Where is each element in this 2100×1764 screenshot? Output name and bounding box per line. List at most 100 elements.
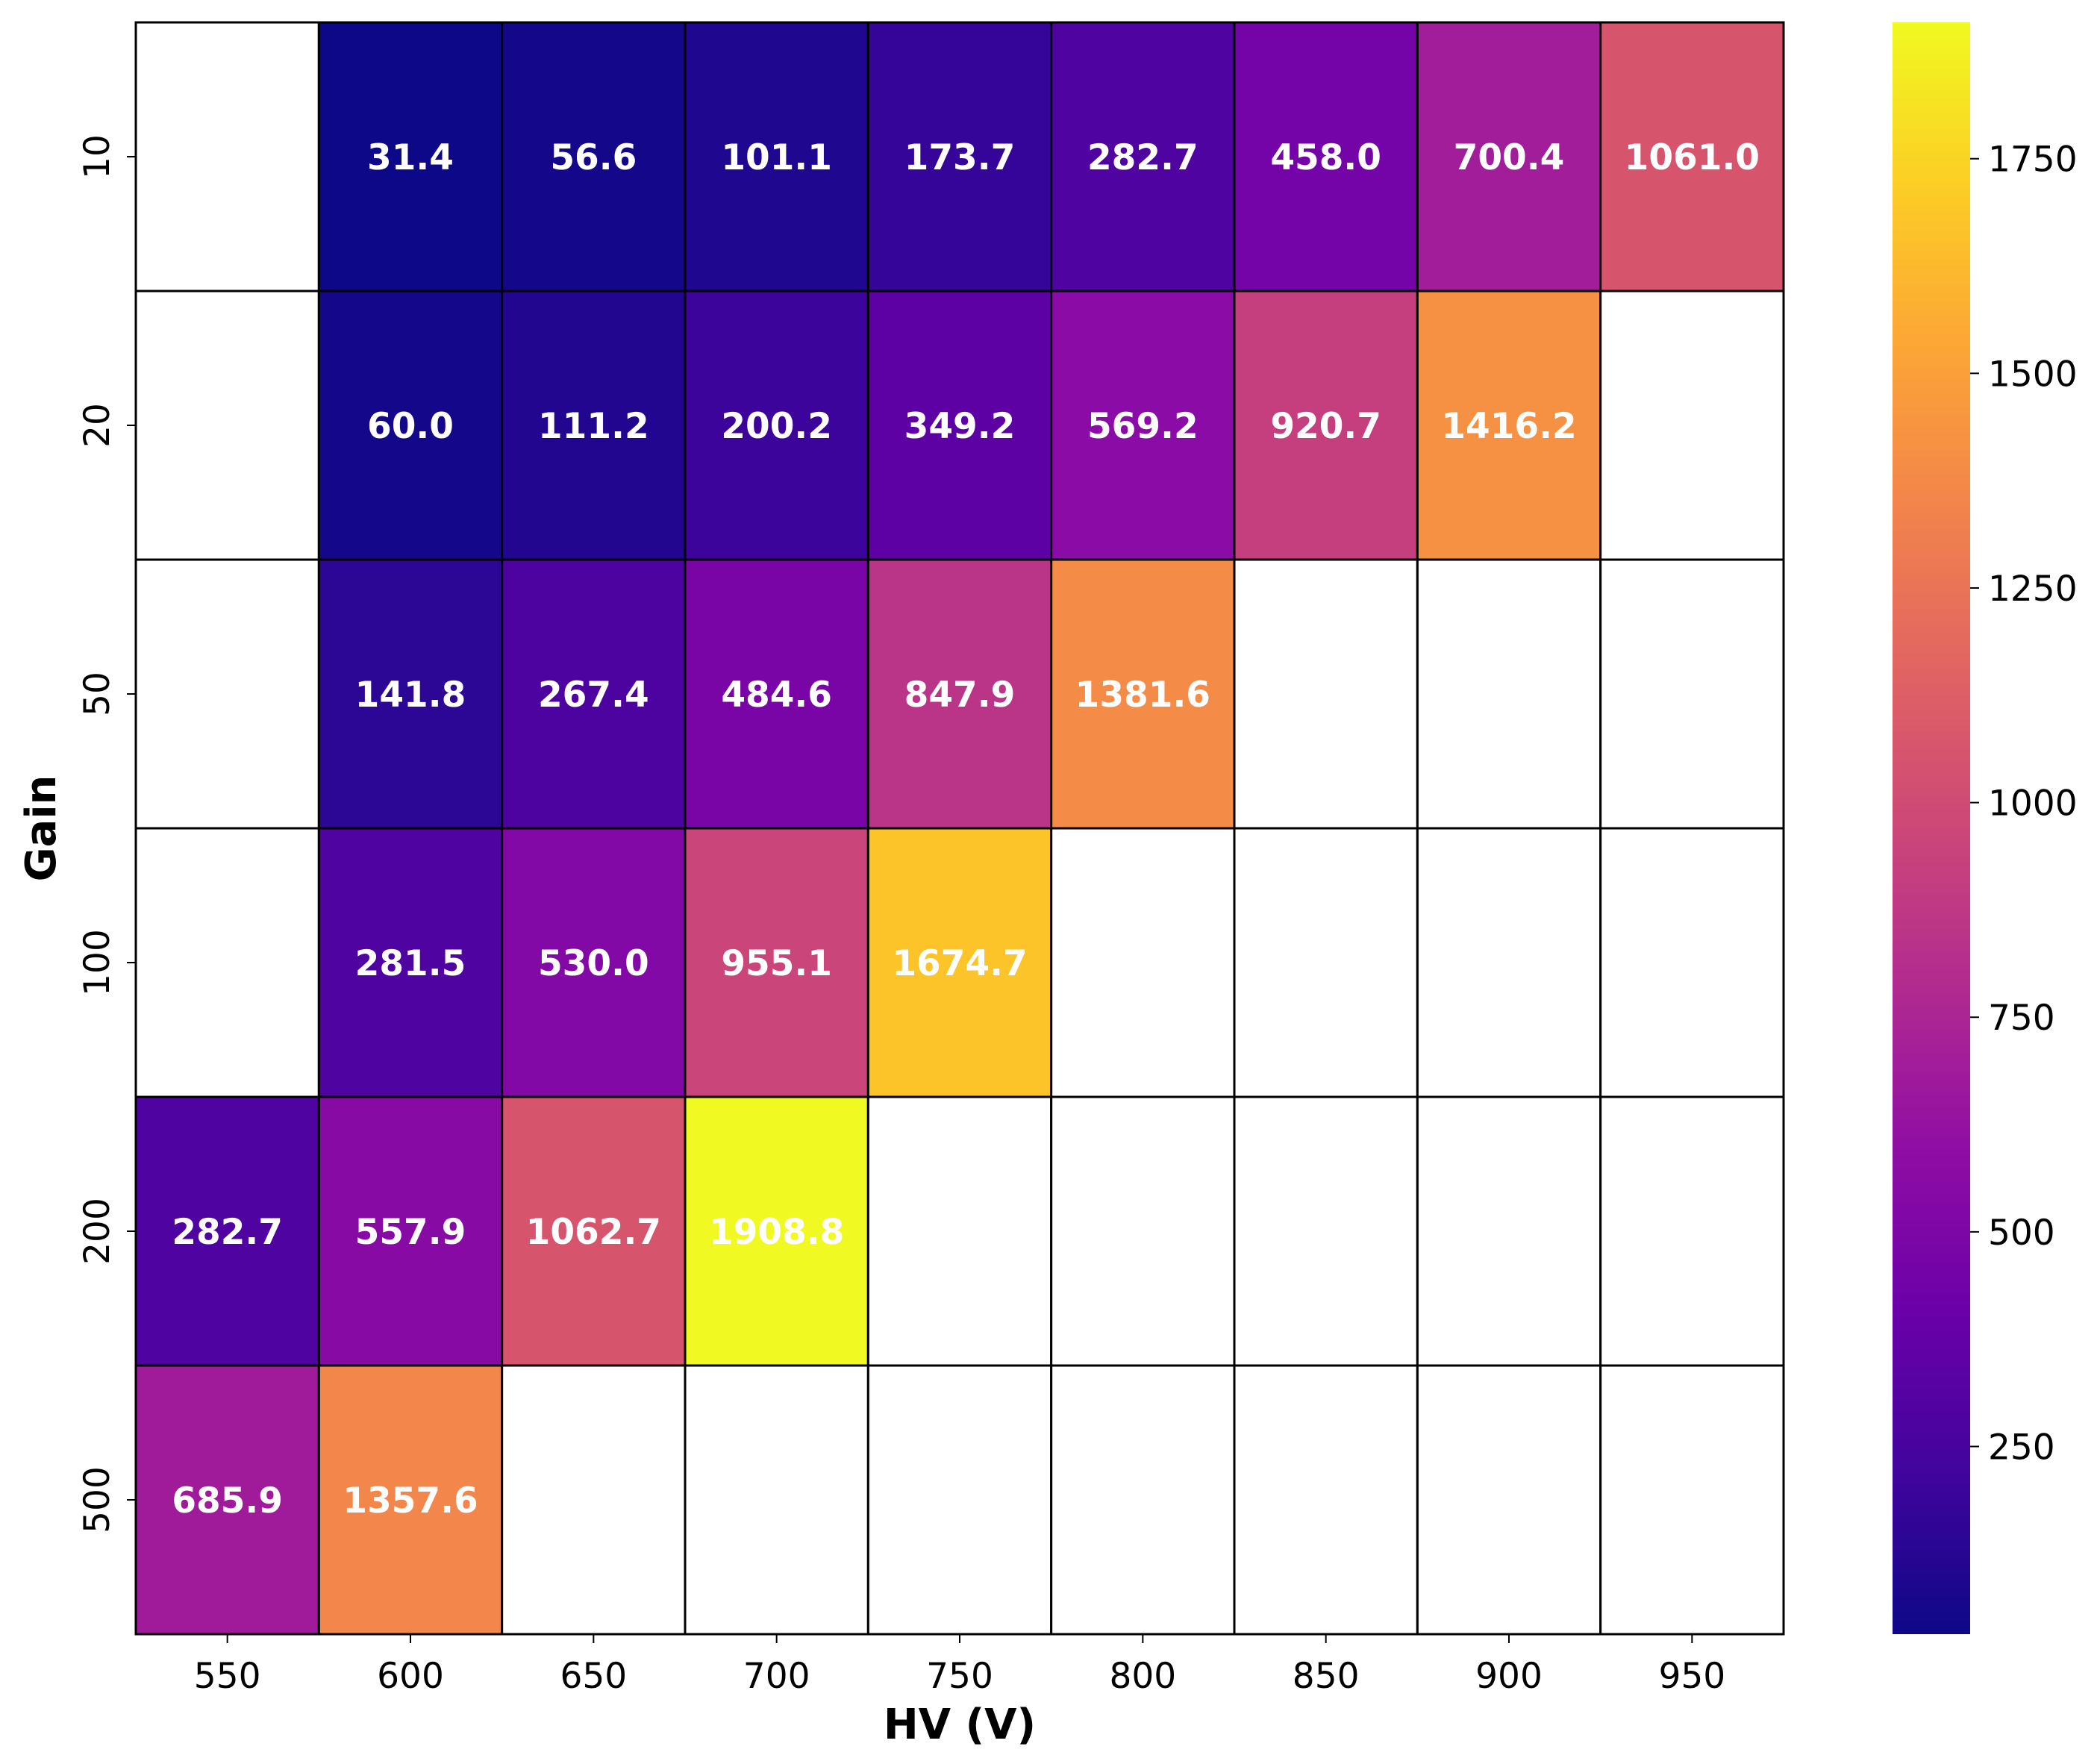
x-tick-label: 750 — [926, 1656, 993, 1697]
x-tick-label: 650 — [560, 1656, 627, 1697]
colorbar-tick-label: 750 — [1988, 998, 2055, 1039]
heatmap-cell — [1416, 558, 1602, 830]
x-tick-label: 900 — [1475, 1656, 1543, 1697]
heatmap-cell — [1233, 1364, 1419, 1636]
heatmap-cell — [684, 827, 869, 1098]
cell-value-label: 530.0 — [538, 943, 649, 984]
colorbar-tick-label: 1500 — [1988, 354, 2078, 395]
colorbar-tick-label: 1750 — [1988, 140, 2078, 181]
heatmap-cell — [1050, 558, 1236, 830]
cell-value-label: 1357.6 — [343, 1480, 478, 1521]
y-axis-title: Gain — [17, 775, 66, 882]
heatmap-cell — [501, 21, 687, 293]
cell-value-label: 920.7 — [1270, 406, 1381, 447]
x-axis-ticks: 550 600 650 700 750 800 850 900 950 — [194, 1634, 1725, 1697]
cell-value-label: 282.7 — [172, 1212, 283, 1253]
heatmap-cell — [501, 558, 687, 830]
heatmap-cell — [134, 558, 320, 830]
heatmap-cell — [866, 558, 1053, 830]
heatmap-cell — [684, 21, 869, 293]
cell-value-label: 1061.0 — [1625, 137, 1760, 178]
heatmap-cell — [1233, 827, 1419, 1098]
heatmap-cell — [1050, 1095, 1236, 1367]
cell-value-label: 1416.2 — [1441, 406, 1576, 447]
heatmap-cell — [866, 21, 1053, 293]
heatmap-cell — [866, 290, 1053, 561]
y-tick-label: 100 — [77, 929, 118, 996]
heatmap-cell — [684, 1095, 869, 1367]
heatmap-cell — [134, 1095, 320, 1367]
heatmap-cell — [684, 558, 869, 830]
heatmap-cell — [317, 827, 504, 1098]
x-tick-label: 550 — [194, 1656, 261, 1697]
heatmap-cell — [1599, 1364, 1785, 1636]
heatmap-cell — [1233, 21, 1419, 293]
heatmap-cell — [866, 1095, 1053, 1367]
heatmap-cell — [1599, 290, 1785, 561]
heatmap-cell — [134, 1364, 320, 1636]
heatmap-cells — [134, 21, 1785, 1636]
heatmap-cell — [1599, 827, 1785, 1098]
heatmap-cell — [1233, 1095, 1419, 1367]
cell-value-label: 101.1 — [721, 137, 832, 178]
x-axis-title: HV (V) — [884, 1701, 1036, 1749]
cell-value-label: 56.6 — [550, 137, 637, 178]
cell-value-label: 685.9 — [172, 1480, 283, 1521]
y-tick-label: 10 — [77, 134, 118, 179]
colorbar-tick-label: 1250 — [1988, 569, 2078, 610]
colorbar: 250 500 750 1000 1250 1500 1750 — [1893, 22, 2078, 1634]
heatmap-cell — [317, 21, 504, 293]
cell-value-label: 141.8 — [355, 675, 466, 716]
cell-value-label: 569.2 — [1087, 406, 1199, 447]
colorbar-tick-label: 1000 — [1988, 784, 2078, 825]
x-tick-label: 600 — [377, 1656, 444, 1697]
heatmap-cell — [501, 827, 687, 1098]
heatmap-cell — [866, 1364, 1053, 1636]
y-tick-label: 20 — [77, 403, 118, 448]
x-tick-label: 700 — [743, 1656, 810, 1697]
y-tick-label: 200 — [77, 1198, 118, 1265]
cell-value-label: 458.0 — [1270, 137, 1381, 178]
cell-value-label: 200.2 — [721, 406, 832, 447]
cell-value-label: 1062.7 — [526, 1212, 661, 1253]
heatmap-cell — [501, 1095, 687, 1367]
cell-value-label: 173.7 — [904, 137, 1016, 178]
cell-value-label: 60.0 — [367, 406, 454, 447]
cell-value-label: 484.6 — [721, 675, 832, 716]
heatmap-cell — [1050, 1364, 1236, 1636]
heatmap-cell — [684, 1364, 869, 1636]
heatmap-cell — [134, 290, 320, 561]
cell-value-label: 349.2 — [904, 406, 1016, 447]
x-tick-label: 950 — [1658, 1656, 1725, 1697]
x-tick-label: 850 — [1293, 1656, 1360, 1697]
heatmap-cell — [1233, 558, 1419, 830]
y-tick-label: 500 — [77, 1466, 118, 1533]
heatmap-cell — [501, 1364, 687, 1636]
colorbar-tick-label: 250 — [1988, 1427, 2055, 1468]
heatmap-cell — [1233, 290, 1419, 561]
x-tick-label: 800 — [1109, 1656, 1176, 1697]
cell-value-label: 1674.7 — [892, 943, 1027, 984]
heatmap-cell — [501, 290, 687, 561]
cell-value-label: 700.4 — [1454, 137, 1565, 178]
heatmap-cell — [1416, 290, 1602, 561]
heatmap-cell — [1599, 558, 1785, 830]
heatmap-cell — [134, 21, 320, 293]
y-axis-ticks: 10 20 50 100 200 500 — [77, 134, 136, 1533]
cell-value-label: 847.9 — [904, 675, 1016, 716]
cell-value-label: 1381.6 — [1075, 675, 1210, 716]
cell-value-label: 282.7 — [1087, 137, 1199, 178]
y-tick-label: 50 — [77, 672, 118, 716]
heatmap-cell — [1416, 1095, 1602, 1367]
cell-value-label: 267.4 — [538, 675, 649, 716]
heatmap-cell — [1416, 827, 1602, 1098]
heatmap-cell — [1050, 290, 1236, 561]
colorbar-tick-label: 500 — [1988, 1213, 2055, 1254]
heatmap-cell — [1599, 1095, 1785, 1367]
colorbar-gradient — [1893, 22, 1970, 1634]
cell-value-label: 281.5 — [355, 943, 466, 984]
heatmap-cell-labels: 31.4 56.6 101.1 173.7 282.7 458.0 700.4 1061.0 6… — [172, 137, 1760, 1521]
heatmap-cell — [1599, 21, 1785, 293]
heatmap-cell — [317, 558, 504, 830]
